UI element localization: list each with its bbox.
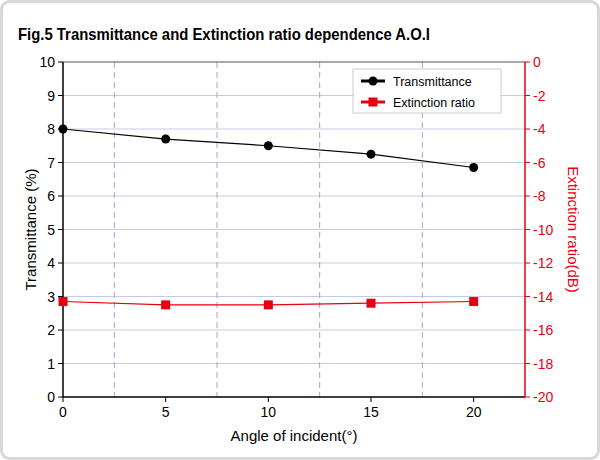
y-tick xyxy=(58,397,63,398)
y2-tick xyxy=(525,296,530,297)
marker xyxy=(469,297,478,306)
y2-tick xyxy=(525,229,530,230)
y2-tick xyxy=(525,62,530,63)
grid-line xyxy=(63,330,525,331)
y2-tick xyxy=(525,330,530,331)
y2-tick-label: -12 xyxy=(533,255,553,271)
y-tick xyxy=(58,95,63,96)
chart-title: Fig.5 Transmittance and Extinction ratio… xyxy=(18,25,430,44)
y2-tick xyxy=(525,95,530,96)
grid-line xyxy=(217,62,218,397)
y2-tick xyxy=(525,363,530,364)
legend-marker xyxy=(369,98,378,107)
x-tick-label: 5 xyxy=(162,404,170,420)
x-axis-label: Angle of incident(°) xyxy=(231,427,358,444)
y2-tick-label: -18 xyxy=(533,356,553,372)
legend-label: Transmittance xyxy=(393,75,472,89)
grid-line xyxy=(63,162,525,163)
y-tick-label: 2 xyxy=(47,322,55,338)
y-axis-label: Transmittance (%) xyxy=(22,169,39,291)
y2-tick-label: -20 xyxy=(533,389,553,405)
y2-tick-label: -10 xyxy=(533,222,553,238)
y2-tick xyxy=(525,397,530,398)
marker xyxy=(367,299,376,308)
y-tick-label: 5 xyxy=(47,222,55,238)
y-tick-label: 10 xyxy=(39,54,55,70)
marker xyxy=(161,135,170,144)
y2-tick-label: -16 xyxy=(533,322,553,338)
y-tick-label: 3 xyxy=(47,289,55,305)
marker xyxy=(264,141,273,150)
y-tick xyxy=(58,363,63,364)
marker xyxy=(161,300,170,309)
plot-data xyxy=(59,125,479,310)
y-tick xyxy=(58,196,63,197)
background xyxy=(2,2,599,459)
grid-line xyxy=(63,229,525,230)
y2-tick-label: 0 xyxy=(533,54,541,70)
grid-line xyxy=(63,129,525,130)
marker xyxy=(264,300,273,309)
y-tick-label: 9 xyxy=(47,88,55,104)
y-tick xyxy=(58,229,63,230)
x-tick-label: 20 xyxy=(466,404,482,420)
marker xyxy=(59,125,68,134)
x-axis xyxy=(63,396,525,398)
y-tick xyxy=(58,62,63,63)
y-tick-label: 0 xyxy=(47,389,55,405)
y2-tick-label: -4 xyxy=(533,121,546,137)
x-tick-label: 15 xyxy=(363,404,379,420)
x-tick-label: 10 xyxy=(261,404,277,420)
y2-tick-label: -2 xyxy=(533,88,546,104)
y-tick-label: 4 xyxy=(47,255,55,271)
x-tick-label: 0 xyxy=(59,404,67,420)
marker xyxy=(367,150,376,159)
y2-tick-label: -14 xyxy=(533,289,553,305)
frame-top xyxy=(63,62,525,63)
legend-label: Extinction ratio xyxy=(393,96,475,110)
legend-marker xyxy=(369,77,378,86)
y2-tick-label: -8 xyxy=(533,188,546,204)
grid-line xyxy=(114,62,115,397)
y-tick-label: 8 xyxy=(47,121,55,137)
y-tick xyxy=(58,296,63,297)
marker xyxy=(59,297,68,306)
chart-container: 0 1 2 3 4 5 6 7 8 9 10 0 -2 -4 -6 -8 -10 -12 -14 -16 -18 -20 0… xyxy=(0,0,600,460)
y2-tick xyxy=(525,129,530,130)
grid-line xyxy=(319,62,320,397)
chart-svg: 0 1 2 3 4 5 6 7 8 9 10 0 -2 -4 -6 -8 -10 -12 -14 -16 -18 -20 0… xyxy=(0,0,600,460)
y2-tick xyxy=(525,162,530,163)
legend-box xyxy=(353,69,501,113)
x-tick xyxy=(268,397,269,402)
y-tick xyxy=(58,330,63,331)
y2-tick xyxy=(525,263,530,264)
x-tick xyxy=(165,397,166,402)
x-tick xyxy=(473,397,474,402)
y-tick xyxy=(58,263,63,264)
legend: Transmittance Extinction ratio xyxy=(353,69,501,113)
y2-tick-label: -6 xyxy=(533,155,546,171)
y2-tick xyxy=(525,196,530,197)
marker xyxy=(469,163,478,172)
grid-line xyxy=(63,296,525,297)
y-tick-label: 1 xyxy=(47,356,55,372)
series-line xyxy=(63,129,474,168)
grid-line xyxy=(63,196,525,197)
y2-axis-label: Extinction ratio(dB) xyxy=(565,166,582,293)
x-tick xyxy=(63,397,64,402)
y-tick-label: 6 xyxy=(47,188,55,204)
grid-line xyxy=(63,363,525,364)
x-tick xyxy=(371,397,372,402)
grid-line xyxy=(63,263,525,264)
y-tick-label: 7 xyxy=(47,155,55,171)
y-tick xyxy=(58,162,63,163)
